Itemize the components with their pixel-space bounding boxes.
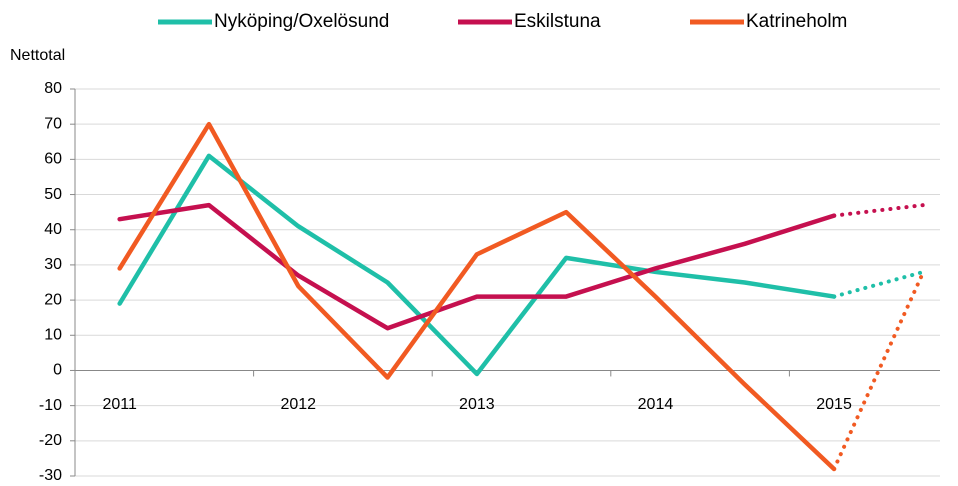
line <box>117 202 837 331</box>
y-tick-label: 60 <box>44 151 62 168</box>
dotted-line <box>832 269 926 471</box>
legend-text: Nyköping/Oxelösund <box>214 11 389 32</box>
y-tick-label: 30 <box>44 256 62 273</box>
legend-text: Eskilstuna <box>514 11 601 32</box>
y-tick-label: 0 <box>53 362 62 379</box>
y-tick-label: -30 <box>39 467 62 484</box>
x-tick-label: 2013 <box>459 396 495 413</box>
line <box>117 121 837 472</box>
y-tick-label: -20 <box>39 432 62 449</box>
x-tick-label: 2012 <box>280 396 316 413</box>
y-tick-label: 50 <box>44 186 62 203</box>
x-tick-label: 2011 <box>102 396 137 413</box>
dotted-line <box>832 203 926 218</box>
y-tick-label: -10 <box>39 397 62 414</box>
y-tick-label: 10 <box>44 326 62 343</box>
legend-text: Katrineholm <box>746 11 847 32</box>
y-axis-label: Nettotal <box>10 47 65 64</box>
x-tick-label: 2014 <box>638 396 674 413</box>
y-tick-label: 20 <box>44 291 62 308</box>
y-tick-label: 40 <box>44 221 62 238</box>
y-tick-label: 80 <box>44 80 62 97</box>
x-tick-label: 2015 <box>816 396 852 413</box>
y-tick-label: 70 <box>44 115 62 132</box>
dotted-line <box>832 269 926 299</box>
